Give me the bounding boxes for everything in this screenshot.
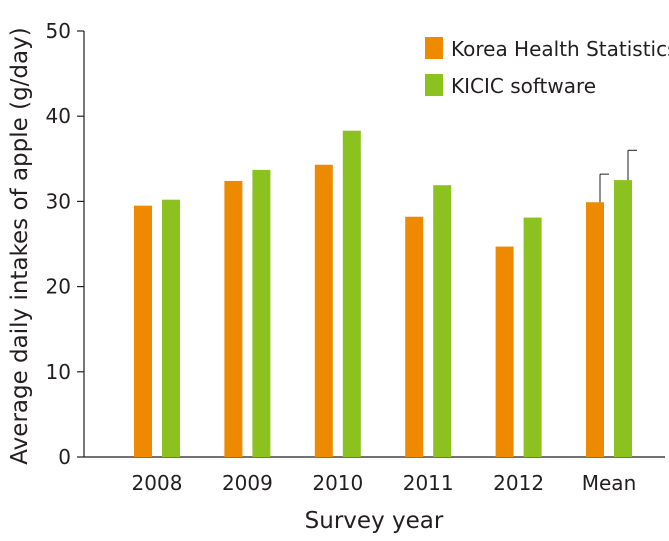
y-tick-label: 50	[46, 19, 71, 43]
y-axis: 0 10 20 30 40 50	[46, 19, 85, 469]
x-axis: 2008 2009 2010 2011 2012 Mean	[84, 456, 665, 495]
y-tick-label: 40	[46, 104, 71, 128]
bar-kicic-software	[162, 199, 180, 458]
y-axis-title: Average daily intakes of apple (g/day)	[7, 27, 33, 464]
bar-korea-health-statistics	[314, 164, 333, 457]
legend: Korea Health Statistics KICIC software	[425, 37, 669, 98]
legend-swatch	[425, 37, 443, 59]
legend-swatch	[425, 74, 443, 96]
bar-korea-health-statistics	[224, 180, 243, 457]
x-axis-title: Survey year	[305, 508, 444, 534]
bar-kicic-software	[523, 217, 542, 457]
x-tick-label: 2009	[222, 471, 273, 495]
x-tick-label: 2011	[403, 471, 454, 495]
bar-kicic-software	[252, 169, 271, 457]
bar-korea-health-statistics	[134, 205, 152, 457]
bar-kicic-software	[342, 130, 361, 457]
legend-label: Korea Health Statistics	[451, 37, 669, 61]
bar-kicic-software	[614, 180, 632, 457]
bar-korea-health-statistics	[495, 246, 514, 457]
legend-label: KICIC software	[451, 74, 596, 98]
y-tick-label: 10	[46, 360, 71, 384]
bars-area	[134, 130, 637, 458]
y-tick-label: 0	[58, 445, 71, 469]
y-tick-label: 30	[46, 189, 71, 213]
x-tick-label: 2008	[132, 471, 183, 495]
bar-korea-health-statistics	[586, 202, 604, 457]
x-tick-label: Mean	[582, 471, 637, 495]
x-tick-label: 2012	[493, 471, 544, 495]
y-tick-label: 20	[46, 275, 71, 299]
bar-korea-health-statistics	[405, 216, 424, 457]
bar-kicic-software	[433, 185, 452, 457]
x-tick-label: 2010	[312, 471, 363, 495]
